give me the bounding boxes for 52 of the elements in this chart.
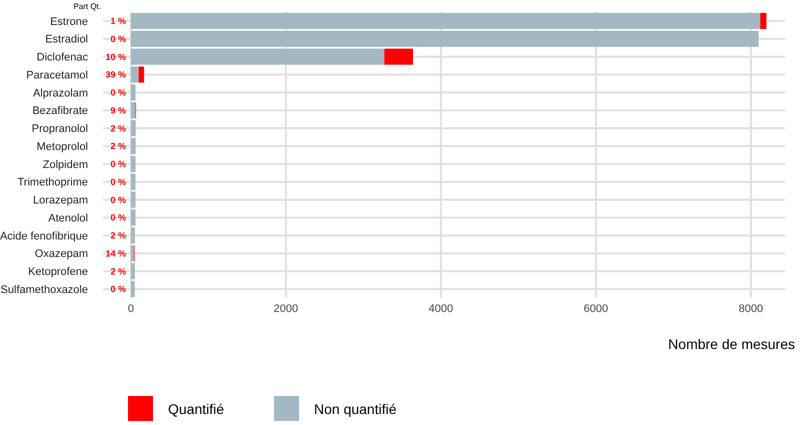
y-tick-label: Acide fenofibrique <box>0 230 88 242</box>
legend-label: Quantifié <box>168 401 224 417</box>
annotation: 10 % <box>105 52 126 62</box>
bar <box>130 138 136 154</box>
bar <box>130 156 136 172</box>
y-tick-label: Alprazolam <box>32 87 88 100</box>
text: Part Qt. <box>73 2 101 11</box>
x-tick-label: 8000 <box>738 303 764 315</box>
annotation: 0 % <box>110 194 126 205</box>
annotation: 1 % <box>110 16 126 26</box>
bar <box>130 281 135 298</box>
y-tick-label: Sulfamethoxazole <box>0 284 88 296</box>
y-tick-label: Bezafibrate <box>32 105 88 118</box>
bar <box>130 227 135 244</box>
y-tick-label: Atenolol <box>48 212 88 224</box>
y-tick-label: Estrone <box>50 16 88 28</box>
annotation: 39 % <box>105 70 126 80</box>
bar <box>130 66 139 83</box>
y-tick-label: Ketoprofene <box>28 266 88 278</box>
x-axis-title: Nombre de mesures <box>668 336 795 352</box>
annotation: 2 % <box>110 266 126 276</box>
annotation: 9 % <box>110 105 126 116</box>
bar <box>384 48 413 65</box>
annotation: 0 % <box>110 34 126 44</box>
y-tick-label: Paracetamol <box>26 69 88 82</box>
annotation: 2 % <box>110 123 126 134</box>
x-tick-label: 0 <box>128 303 134 315</box>
annotation: 0 % <box>110 212 126 223</box>
bar <box>138 66 144 83</box>
bar <box>130 12 760 29</box>
annotation: 2 % <box>110 141 126 152</box>
annotation: 2 % <box>110 230 126 241</box>
y-tick-label: Oxazepam <box>34 248 88 260</box>
x-tick-label: 2000 <box>274 303 298 315</box>
y-tick-label: Zolpidem <box>42 158 88 171</box>
annotation: 0 % <box>110 88 126 98</box>
y-tick-label: Trimethoprime <box>18 176 88 189</box>
annotation: 0 % <box>110 284 126 294</box>
y-tick-label: Propranolol <box>32 123 88 136</box>
annotation: 0 % <box>110 176 126 187</box>
bar <box>130 84 136 100</box>
annotation: 0 % <box>110 159 126 170</box>
bar <box>760 12 766 29</box>
x-tick-label: 4000 <box>428 303 454 315</box>
bar <box>130 210 136 226</box>
x-tick-label: 6000 <box>584 303 608 315</box>
legend-label: Non quantifié <box>314 401 397 417</box>
annotation: 14 % <box>105 248 126 258</box>
y-tick-label: Lorazepam <box>32 194 88 207</box>
y-tick-label: Estradiol <box>45 34 88 46</box>
y-tick-label: Metoprolol <box>36 140 88 153</box>
y-tick-label: Diclofenac <box>36 52 88 64</box>
